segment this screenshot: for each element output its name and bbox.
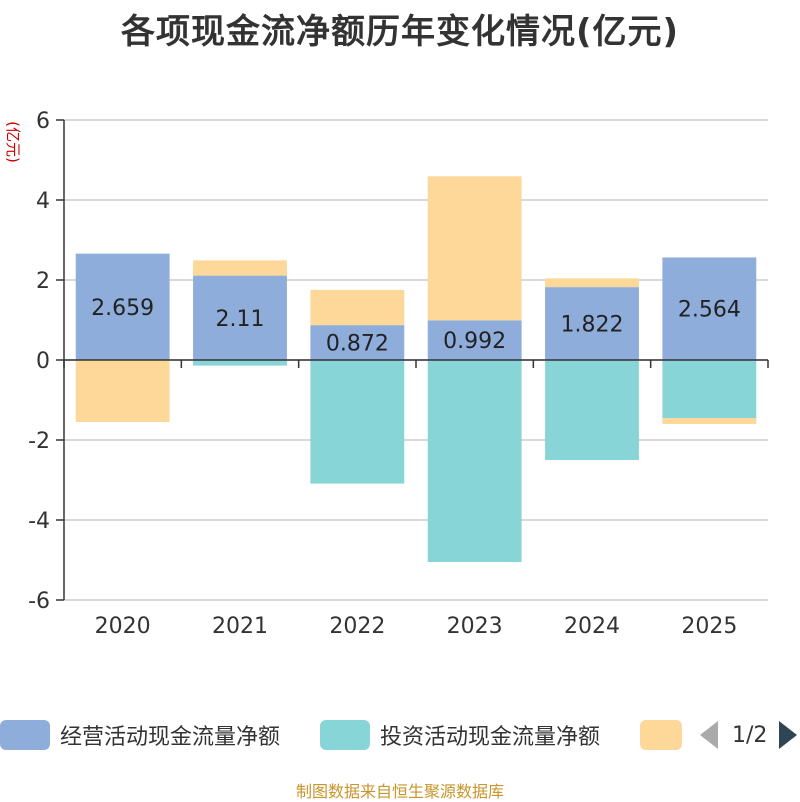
bar-investing-2021[interactable]	[193, 360, 287, 366]
legend-swatch-financing	[640, 720, 682, 750]
chart-title: 各项现金流净额历年变化情况(亿元)	[120, 12, 680, 52]
bar-financing-2021[interactable]	[193, 260, 287, 276]
x-tick-label: 2022	[329, 614, 385, 639]
legend: 经营活动现金流量净额 投资活动现金流量净额	[0, 716, 800, 754]
bar-operating-2021[interactable]	[193, 275, 287, 360]
data-label-2022: 0.872	[326, 332, 389, 357]
legend-item-investing[interactable]: 投资活动现金流量净额	[320, 716, 600, 754]
x-tick-label: 2021	[212, 614, 268, 639]
y-tick-label: 2	[36, 269, 50, 294]
legend-item-operating[interactable]: 经营活动现金流量净额	[0, 716, 280, 754]
data-label-2025: 2.564	[678, 298, 741, 323]
bar-financing-2022[interactable]	[310, 289, 405, 326]
data-label-2020: 2.659	[91, 296, 154, 321]
bar-chart: 6 4 2 0 -2 -4 -6 2020 2021 2022 2023 2024 2025 2.659…	[4, 109, 769, 639]
legend-swatch-investing	[320, 720, 370, 750]
pager-next-icon[interactable]	[779, 721, 798, 749]
x-tick-label: 2023	[447, 614, 503, 639]
y-tick-label: -6	[28, 589, 50, 614]
bar-investing-2022[interactable]	[310, 360, 405, 484]
bar-investing-2024[interactable]	[545, 360, 639, 460]
x-tick-label: 2020	[95, 614, 151, 639]
bar-financing-2020[interactable]	[75, 360, 170, 422]
legend-label-operating: 经营活动现金流量净额	[60, 725, 281, 750]
data-label-2021: 2.11	[216, 307, 265, 332]
y-tick-label: -2	[28, 429, 50, 454]
data-source-note: 制图数据来自恒生聚源数据库	[295, 782, 504, 801]
legend-item-financing[interactable]	[640, 716, 692, 754]
x-tick-label: 2024	[564, 614, 620, 639]
legend-swatch-operating	[0, 720, 50, 750]
bar-investing-2025[interactable]	[662, 360, 757, 418]
bar-financing-2023[interactable]	[427, 176, 522, 321]
pager-page-indicator: 1/2	[732, 722, 768, 748]
y-tick-label: -4	[28, 509, 50, 534]
legend-pager: 1/2	[700, 716, 798, 754]
x-tick-label: 2025	[681, 614, 737, 639]
axes: 6 4 2 0 -2 -4 -6 2020 2021 2022 2023 2024 2025	[28, 109, 769, 639]
bar-financing-2025[interactable]	[662, 418, 757, 424]
pager-prev-icon[interactable]	[700, 721, 718, 749]
data-label-2023: 0.992	[443, 329, 506, 354]
bar-operating-2022[interactable]	[310, 325, 405, 360]
bar-operating-2020[interactable]	[75, 253, 170, 360]
y-tick-label: 0	[36, 349, 50, 374]
legend-label-investing: 投资活动现金流量净额	[380, 725, 601, 750]
data-label-2024: 1.822	[561, 313, 624, 338]
y-axis-label: (亿元)	[4, 121, 22, 163]
data-labels: 2.659 2.11 0.872 0.992 1.822 2.564	[91, 296, 741, 357]
bar-operating-2023[interactable]	[427, 320, 522, 360]
bar-operating-2025[interactable]	[662, 257, 757, 360]
bar-investing-2023[interactable]	[427, 360, 522, 562]
bars	[75, 176, 757, 562]
bar-financing-2024[interactable]	[545, 278, 639, 288]
y-tick-label: 4	[36, 189, 50, 214]
bar-operating-2024[interactable]	[545, 287, 639, 360]
y-tick-label: 6	[36, 109, 50, 134]
